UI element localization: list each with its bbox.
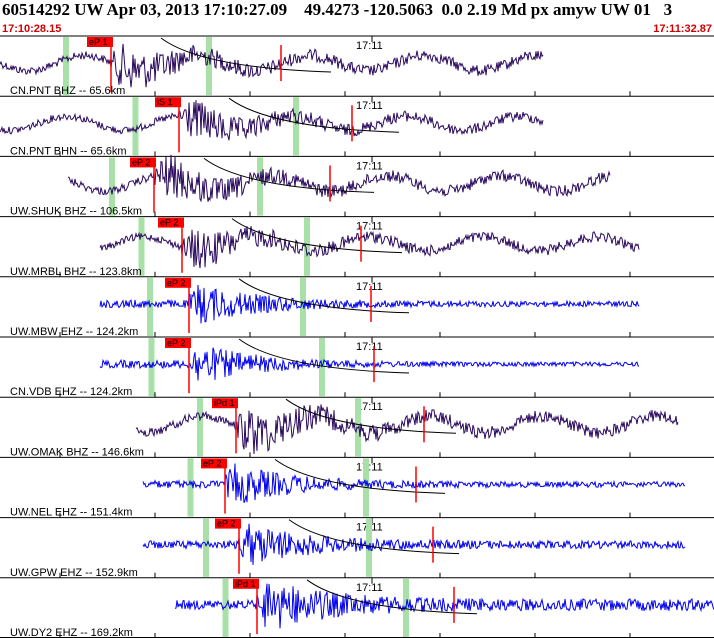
minute-label: 17:11 [356, 221, 383, 233]
trace-label: UW.NEL EHZ -- 151.4km [10, 507, 132, 519]
pick-label: iPd 1 [235, 579, 256, 589]
coda-curve [203, 157, 375, 193]
waveform [174, 583, 714, 629]
trace-row[interactable]: 17:11 iPd 1 UW.OMAK BHZ -- 146.6km [0, 396, 714, 458]
trace-row[interactable]: 17:11 eP 2 UW.SHUK BHZ -- 106.5km [0, 154, 714, 218]
trace-label: CN.PNT BHN -- 65.6km [10, 145, 127, 157]
waveform [99, 284, 640, 324]
trace-label: UW.MRBL BHZ -- 123.8km [10, 266, 142, 278]
pick-flag [201, 458, 227, 469]
waveform [99, 226, 640, 269]
waveform [142, 463, 686, 503]
trace-label: UW.OMAK BHZ -- 146.6km [10, 446, 144, 458]
pick-label: eP 2 [167, 338, 185, 348]
pick-flag [165, 338, 191, 348]
coda-curve [285, 398, 457, 434]
coda-curve [228, 97, 400, 133]
coda-curve [238, 278, 410, 314]
coda-curve [231, 218, 403, 254]
waveform [0, 43, 544, 88]
coda-window [63, 37, 69, 96]
coda-window [203, 518, 209, 577]
minute-label: 17:11 [356, 401, 383, 413]
pick-label: eP 2 [132, 157, 150, 167]
trace-row[interactable]: 17:11 iS 1 CN.PNT BHN -- 65.6km [0, 95, 714, 157]
trace-label: UW.MBW EHZ -- 124.2km [10, 326, 138, 338]
pick-label: eP 1 [89, 37, 107, 47]
trace-label: CN.VDB EHZ -- 124.2km [10, 386, 132, 398]
end-time: 17:11:32.87 [653, 23, 712, 35]
pick-flag [158, 217, 184, 228]
minute-label: 17:11 [356, 341, 383, 353]
pick-flag [212, 398, 238, 409]
pick-label: iS 1 [157, 97, 173, 107]
trace-label: UW.GPW EHZ -- 152.9km [10, 567, 138, 579]
waveform [142, 523, 686, 565]
trace-label: UW.DY2 EHZ -- 169.2km [10, 627, 133, 638]
pick-flag [130, 157, 156, 168]
pick-flag [233, 578, 259, 589]
coda-window [257, 157, 263, 216]
coda-window [187, 458, 194, 517]
waveform [99, 347, 640, 381]
pick-flag [215, 518, 241, 529]
pick-label: iPd 1 [214, 398, 235, 408]
coda-window [138, 217, 145, 276]
waveform [135, 404, 679, 455]
trace-row[interactable]: 17:11 eP 2 UW.NEL EHZ -- 151.4km [0, 456, 714, 519]
trace-row[interactable]: 17:11 eP 2 CN.VDB EHZ -- 124.2km [0, 336, 714, 398]
minute-label: 17:11 [356, 461, 383, 473]
coda-window [222, 578, 229, 637]
pick-flag [165, 277, 191, 288]
pick-flag [155, 97, 181, 108]
trace-row[interactable]: 17:11 eP 2 UW.MBW EHZ -- 124.2km [0, 276, 714, 338]
event-header: 60514292 UW Apr 03, 2013 17:10:27.09 49.… [2, 0, 673, 19]
trace-row[interactable]: 17:11 eP 1 CN.PNT BHZ -- 65.6km [0, 35, 714, 97]
coda-window [206, 37, 212, 96]
coda-curve [288, 519, 460, 555]
pick-label: eP 2 [167, 278, 185, 288]
waveform [0, 100, 544, 141]
minute-label: 17:11 [356, 100, 383, 112]
trace-row[interactable]: 17:11 eP 2 UW.MRBL BHZ -- 123.8km [0, 216, 714, 278]
coda-curve [160, 37, 332, 73]
coda-window [300, 277, 306, 336]
pick-label: eP 2 [203, 458, 221, 468]
trace-row[interactable]: 17:11 iPd 1 UW.DY2 EHZ -- 169.2km [0, 577, 714, 638]
waveform [68, 154, 611, 203]
minute-label: 17:11 [356, 160, 383, 172]
pick-flag [87, 37, 113, 47]
minute-label: 17:11 [356, 281, 383, 293]
coda-window [132, 97, 139, 156]
minute-label: 17:11 [356, 582, 383, 594]
pick-label: eP 2 [160, 218, 178, 228]
pick-label: eP 2 [217, 519, 235, 529]
coda-window [109, 157, 115, 216]
coda-curve [306, 579, 478, 615]
trace-label: UW.SHUK BHZ -- 106.5km [10, 206, 142, 218]
coda-window [304, 217, 310, 276]
coda-window [293, 97, 299, 156]
coda-window [197, 398, 203, 457]
minute-label: 17:11 [356, 40, 383, 52]
start-time: 17:10:28.15 [2, 23, 62, 35]
trace-label: CN.PNT BHZ -- 65.6km [10, 85, 125, 97]
coda-curve [238, 338, 410, 374]
